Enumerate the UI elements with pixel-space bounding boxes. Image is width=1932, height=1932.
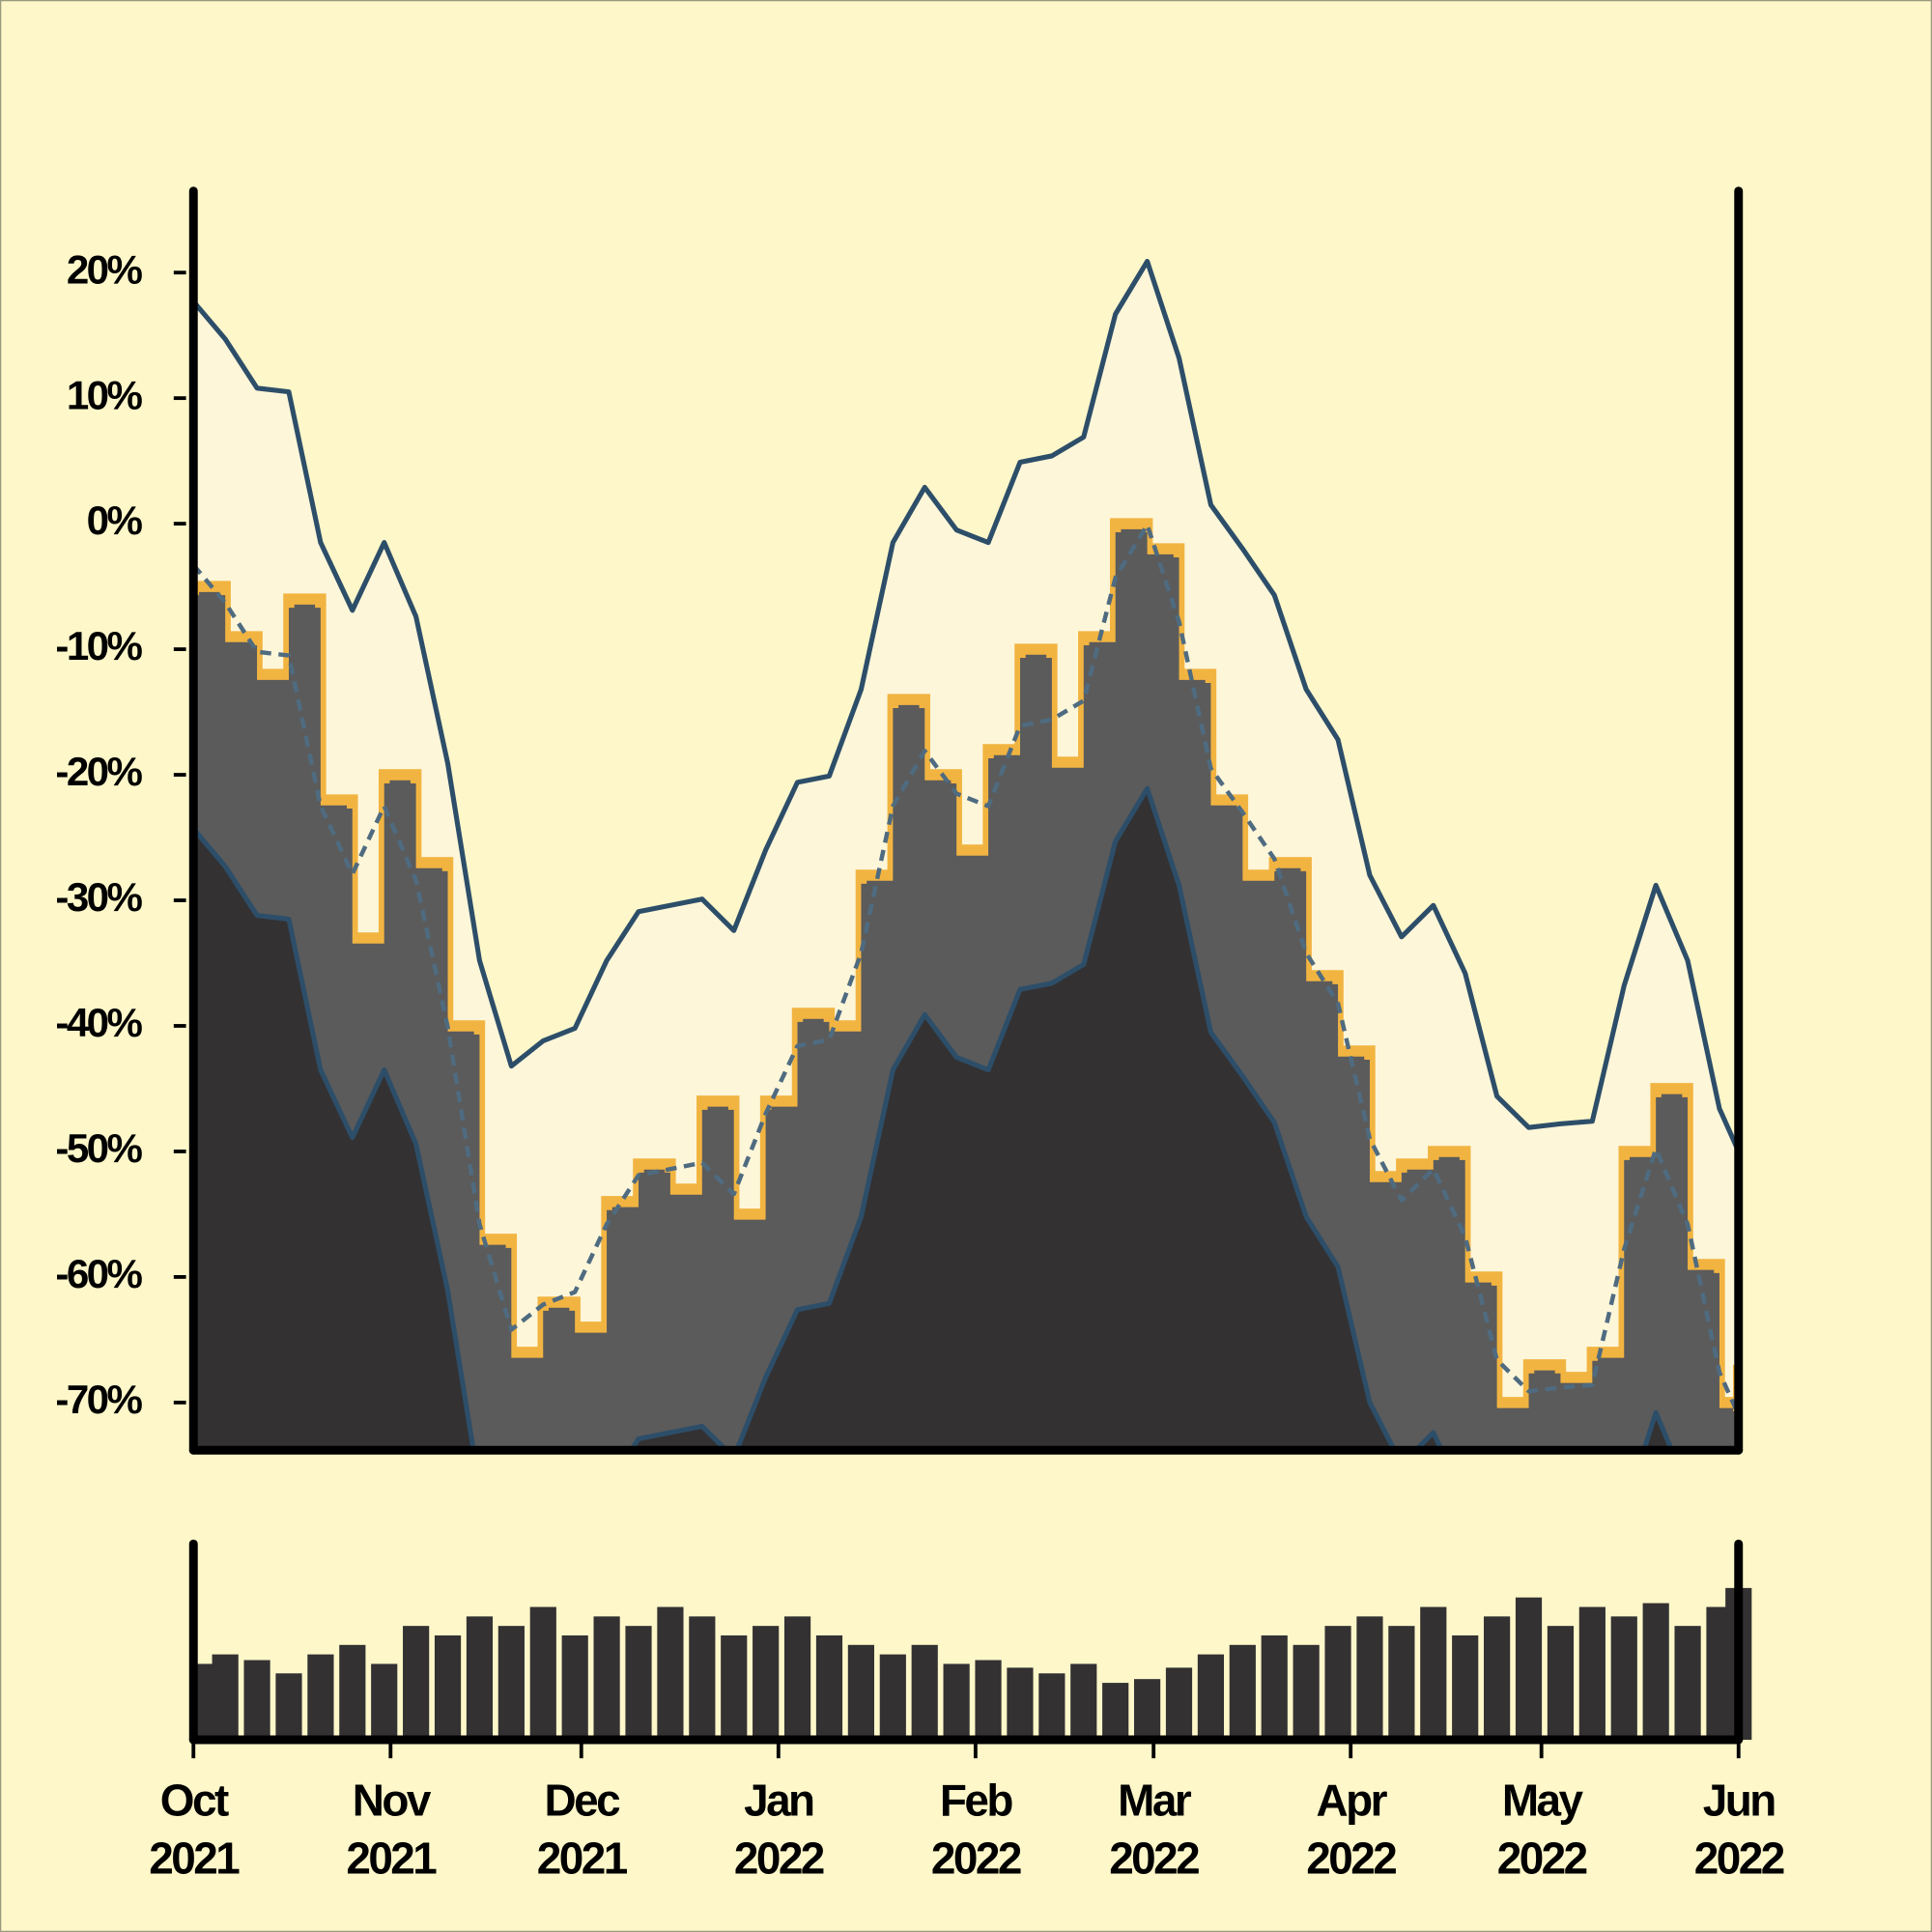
volume-bar (1674, 1626, 1701, 1741)
volume-bar (689, 1616, 716, 1741)
volume-bar (847, 1644, 874, 1741)
lower-area (193, 788, 1672, 1451)
x-tick-label: Jan (744, 1775, 813, 1825)
volume-bar (275, 1673, 302, 1741)
price-fill (193, 532, 1739, 1451)
volume-bar (212, 1654, 239, 1741)
x-tick-label: May (1502, 1775, 1584, 1825)
volume-bar (466, 1616, 494, 1741)
volume-bar (1007, 1667, 1034, 1741)
volume-bar (529, 1606, 556, 1741)
x-tick-label: Oct (160, 1775, 229, 1825)
volume-bar (753, 1626, 780, 1741)
y-tick-label: 0% (87, 497, 143, 543)
volume-bar (625, 1626, 652, 1741)
band-line (193, 258, 1739, 1153)
x-tick-label: Apr (1317, 1775, 1388, 1825)
volume-bar (497, 1626, 525, 1741)
volume-bar (879, 1654, 906, 1741)
volume-bar (943, 1663, 970, 1741)
volume-bar (561, 1634, 588, 1741)
volume-bar (1642, 1603, 1669, 1741)
x-tick-label: Feb (940, 1775, 1012, 1825)
x-tick-label: 2022 (1109, 1833, 1199, 1883)
volume-bar (1420, 1606, 1447, 1741)
volume-bar (1261, 1634, 1288, 1741)
y-tick-label: -70% (55, 1377, 142, 1422)
y-tick-label: -50% (55, 1125, 142, 1171)
x-tick-label: 2021 (149, 1833, 240, 1883)
y-tick-label: 10% (67, 372, 143, 417)
volume-bar (593, 1616, 620, 1741)
volume-bar (1484, 1616, 1511, 1741)
volume-bar (1388, 1626, 1415, 1741)
volume-bar (371, 1663, 398, 1741)
x-tick-label: Dec (544, 1775, 620, 1825)
axes: 20% 10% 0% -10% -20% -30% -40% -50% -60% -70% Oct 2… (55, 186, 1786, 1883)
volume-bar (434, 1634, 462, 1741)
y-tick-label: -20% (55, 749, 142, 794)
volume-bar (783, 1616, 811, 1741)
x-tick-label: 2022 (931, 1833, 1021, 1883)
y-tick-label: 20% (67, 246, 143, 292)
x-tick-label: 2022 (1306, 1833, 1396, 1883)
volume-bar (1165, 1667, 1193, 1741)
volume-bar (1038, 1673, 1065, 1741)
volume-panel (193, 1587, 1752, 1741)
volume-bar (243, 1660, 270, 1741)
volume-bar (815, 1634, 843, 1741)
volume-bar (1229, 1644, 1256, 1741)
volume-bar (339, 1644, 366, 1741)
volume-bar (721, 1634, 748, 1741)
x-tick-label: 2021 (537, 1833, 628, 1883)
volume-bar (403, 1626, 430, 1741)
volume-bar (911, 1644, 938, 1741)
y-tick-label: -40% (55, 1000, 142, 1045)
volume-bar (1070, 1663, 1097, 1741)
band-line (193, 785, 1675, 1451)
x-tick-label: Nov (353, 1775, 432, 1825)
middle-line (193, 523, 1739, 1416)
volume-bar (1197, 1654, 1225, 1741)
volume-bar (1515, 1597, 1543, 1741)
x-tick-label: 2022 (1497, 1833, 1587, 1883)
volume-bar (307, 1654, 334, 1741)
volume-bar (1578, 1606, 1605, 1741)
volume-bar (1452, 1634, 1479, 1741)
plot-area (193, 258, 1739, 1451)
x-tick-label: 2021 (346, 1833, 437, 1883)
volume-bar (1610, 1616, 1637, 1741)
x-tick-label: Mar (1118, 1775, 1192, 1825)
volume-bar (1324, 1626, 1351, 1741)
y-tick-label: -10% (55, 623, 142, 668)
x-tick-label: Jun (1703, 1775, 1775, 1825)
volume-bar (657, 1606, 684, 1741)
volume-bar (1356, 1616, 1383, 1741)
y-tick-label: -30% (55, 874, 142, 920)
volume-bar (1293, 1644, 1320, 1741)
x-tick-label: 2022 (734, 1833, 824, 1883)
x-tick-label: 2022 (1694, 1833, 1784, 1883)
volume-bar (1133, 1679, 1161, 1741)
volume-bar (975, 1660, 1002, 1741)
y-tick-label: -60% (55, 1251, 142, 1296)
volume-bar (1102, 1683, 1129, 1741)
volume-bar (1547, 1626, 1575, 1741)
